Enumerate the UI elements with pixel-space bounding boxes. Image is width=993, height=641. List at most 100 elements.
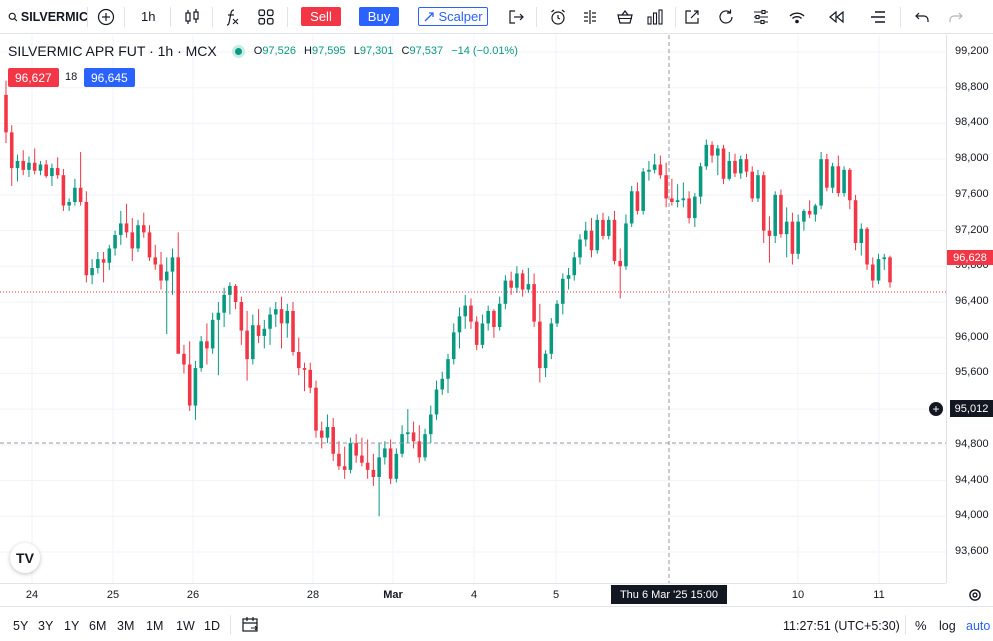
candle-body: [406, 432, 410, 435]
undo-button[interactable]: [912, 7, 932, 27]
percent-toggle[interactable]: %: [915, 618, 927, 633]
candle-body: [566, 275, 571, 279]
candle-body: [319, 430, 324, 438]
symbol-search[interactable]: SILVERMIC: [0, 0, 88, 34]
candle-body: [670, 198, 674, 202]
price-tick-label: 98,800: [955, 80, 989, 93]
candle-body: [73, 187, 77, 202]
divider: [287, 7, 288, 27]
depth-button[interactable]: [645, 7, 665, 27]
menu-button[interactable]: [868, 7, 888, 27]
candle-body: [274, 309, 278, 315]
clock[interactable]: 11:27:51 (UTC+5:30): [783, 619, 900, 633]
date-range-icon[interactable]: [241, 615, 259, 633]
price-axis[interactable]: 99,200 98,800 98,400 98,000 97,600 97,200 96,8…: [946, 35, 993, 583]
exit-icon: [509, 10, 524, 24]
candle-body: [882, 257, 887, 260]
candle-body: [865, 228, 869, 265]
range-button-5y[interactable]: 5Y: [13, 619, 29, 633]
range-button-3m[interactable]: 3M: [117, 619, 135, 633]
candle-body: [245, 330, 249, 360]
spread-value: 18: [65, 71, 78, 83]
indicators-button[interactable]: [222, 7, 242, 27]
candle-body: [486, 310, 490, 324]
sell-price-button[interactable]: 96,627: [8, 68, 59, 87]
range-button-1m[interactable]: 1M: [146, 619, 164, 633]
candle-body: [543, 353, 548, 369]
axis-settings-icon[interactable]: [968, 588, 982, 602]
search-icon: [8, 12, 18, 21]
candle-body: [474, 321, 479, 345]
price-tick-label: 95,600: [955, 366, 989, 379]
low-label: L: [353, 45, 360, 57]
candle-body: [170, 257, 175, 272]
candle-body: [124, 223, 129, 233]
chart-type-button[interactable]: [182, 7, 202, 27]
scalper-button[interactable]: Scalper: [418, 7, 488, 26]
candle-body: [733, 160, 737, 174]
candle-body: [572, 257, 577, 276]
price-tick-label: 96,000: [955, 330, 989, 343]
symbol-name: SILVERMIC: [20, 9, 88, 24]
candle-body: [147, 232, 152, 258]
candle-body: [107, 248, 112, 263]
buy-price-button[interactable]: 96,645: [84, 68, 135, 87]
candle-body: [773, 194, 777, 236]
templates-button[interactable]: [256, 7, 276, 27]
close-label: C: [401, 45, 410, 57]
candle-body: [44, 164, 48, 177]
candle-body: [520, 273, 525, 290]
sell-button[interactable]: Sell: [301, 7, 341, 26]
log-toggle[interactable]: log: [939, 619, 956, 633]
candle-body: [870, 264, 875, 281]
candle-body: [423, 434, 427, 458]
rewind-button[interactable]: [826, 7, 846, 27]
broadcast-button[interactable]: [787, 7, 807, 27]
candle-body: [32, 162, 37, 171]
candle-body: [888, 257, 892, 283]
popout-button[interactable]: [682, 7, 702, 27]
ohlc-values: O97,526 H97,595 L97,301 C97,537 −14 (−0.…: [254, 45, 523, 57]
candle-body: [388, 448, 393, 479]
open-value: 97,526: [262, 45, 296, 57]
candle-body: [153, 257, 158, 265]
candle-body: [836, 166, 841, 194]
crosshair-price-tag: 95,012: [950, 400, 993, 417]
undo-icon: [915, 12, 929, 22]
range-button-1d[interactable]: 1D: [204, 619, 220, 633]
compare-symbol-button[interactable]: [96, 7, 116, 27]
exit-button[interactable]: [506, 7, 526, 27]
candle-body: [371, 469, 376, 477]
candle-body: [377, 457, 381, 477]
alert-button[interactable]: [548, 7, 568, 27]
candle-body: [360, 455, 364, 463]
basket-button[interactable]: [615, 7, 635, 27]
candle-body: [67, 202, 71, 206]
candle-body: [589, 230, 594, 251]
open-label: O: [253, 45, 263, 57]
candle-body: [647, 169, 651, 172]
buy-button[interactable]: Buy: [359, 7, 399, 26]
range-button-6m[interactable]: 6M: [89, 619, 107, 633]
candlestick-chart[interactable]: [0, 35, 946, 583]
refresh-button[interactable]: [716, 7, 736, 27]
candle-body: [509, 280, 513, 288]
interval-button[interactable]: 1h: [141, 9, 156, 24]
add-plus-icon[interactable]: +: [929, 402, 943, 416]
candle-body: [325, 427, 330, 438]
settings-button[interactable]: [751, 7, 771, 27]
candle-body: [779, 194, 783, 235]
chart-pane[interactable]: SILVERMIC APR FUT · 1h · MCX O97,526 H97…: [0, 35, 946, 583]
candle-body: [819, 159, 823, 206]
candle-body: [354, 443, 358, 456]
candle-body: [876, 259, 881, 281]
tradingview-logo[interactable]: TV: [10, 543, 40, 573]
divider: [675, 7, 676, 27]
auto-toggle[interactable]: auto: [966, 619, 991, 633]
range-button-1y[interactable]: 1Y: [64, 619, 80, 633]
redo-button[interactable]: [946, 7, 966, 27]
range-button-3y[interactable]: 3Y: [38, 619, 54, 633]
range-button-1w[interactable]: 1W: [176, 619, 195, 633]
time-axis[interactable]: 24 25 26 28 Mar 4 5 10 11: [0, 583, 981, 606]
replay-button[interactable]: [580, 7, 600, 27]
